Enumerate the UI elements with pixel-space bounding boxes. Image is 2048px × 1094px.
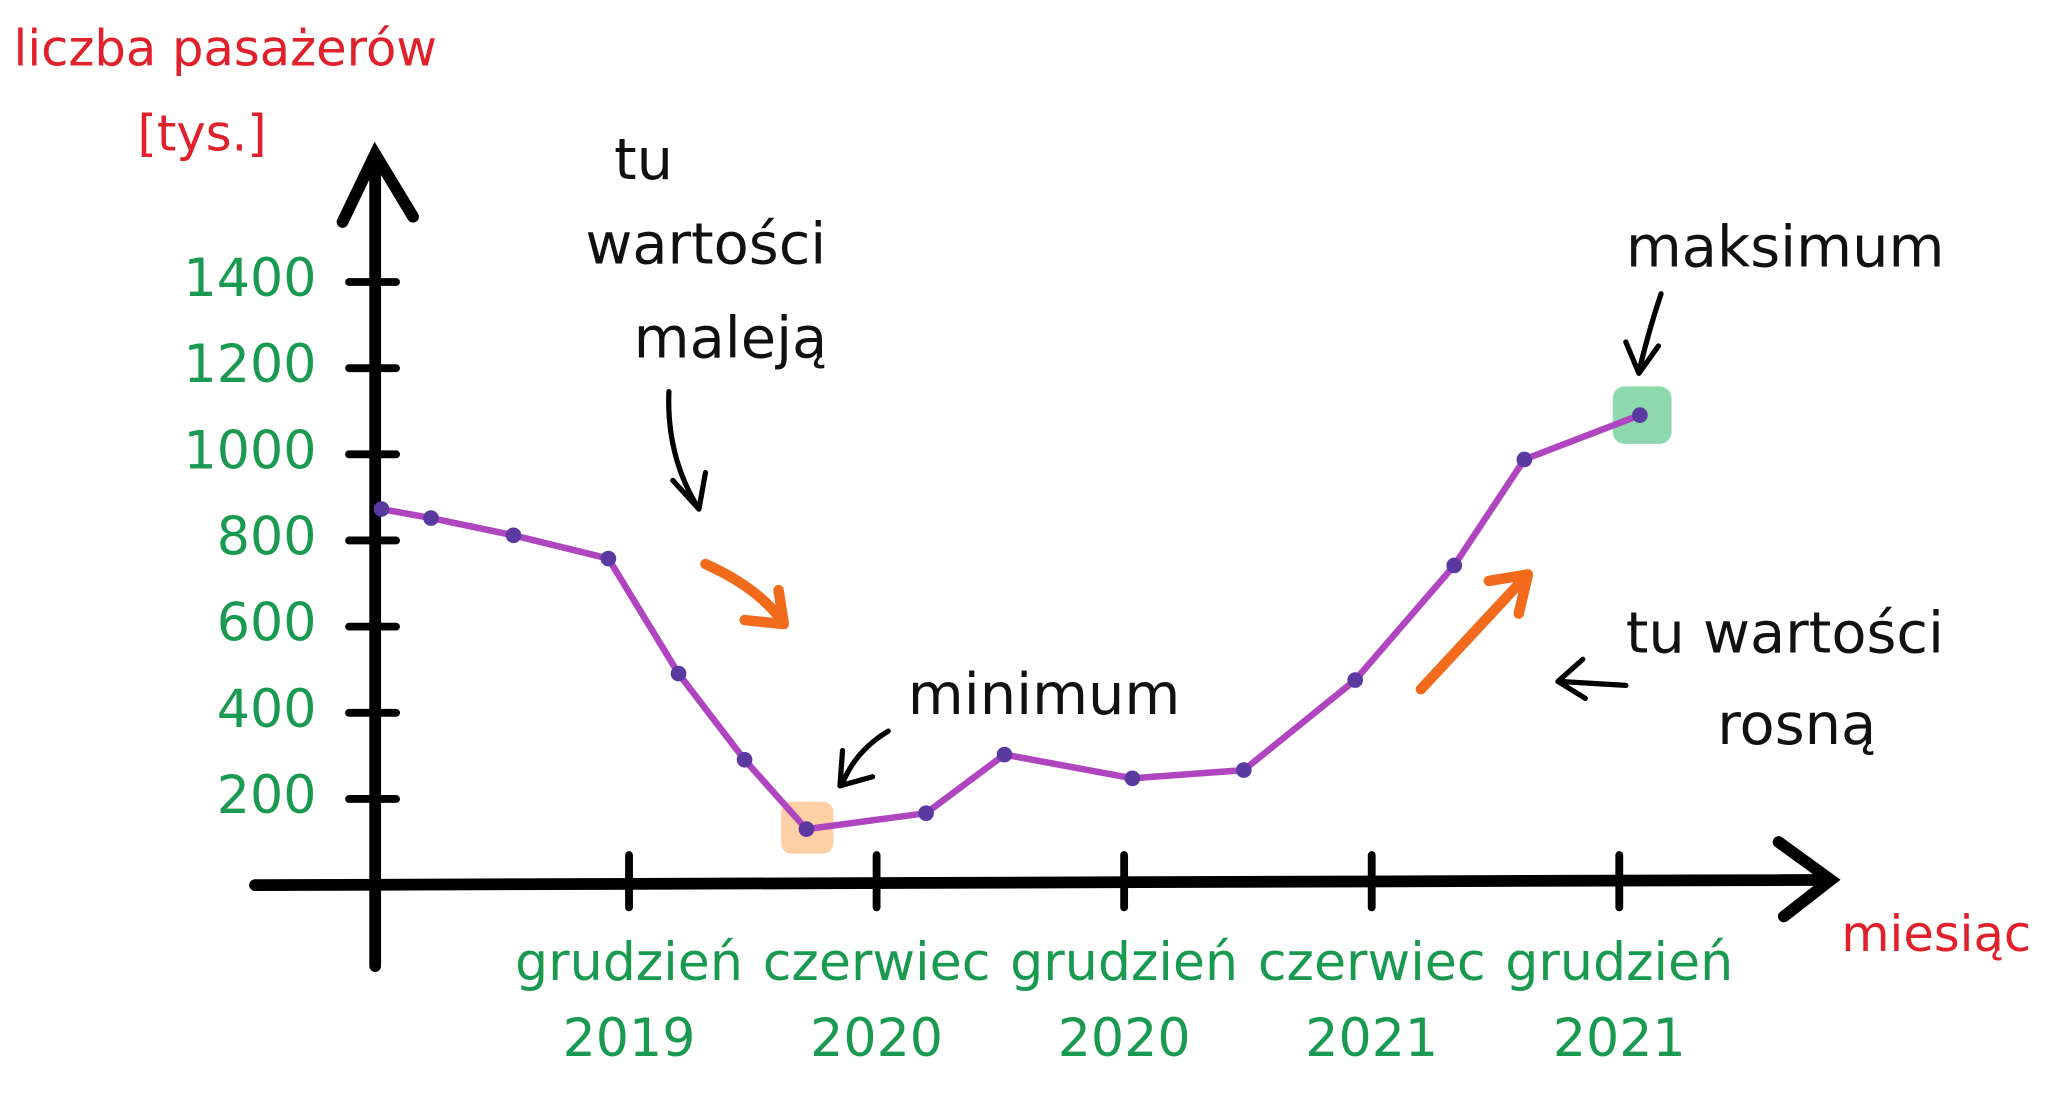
point: [373, 501, 390, 517]
x-tick-label: czerwiec 2020: [763, 933, 991, 1069]
y-tick-label: 1000: [184, 421, 317, 481]
annotation: tu wartości: [1626, 600, 1944, 667]
arrow: [1623, 291, 1664, 376]
point: [1632, 407, 1648, 423]
y-tick-label: 800: [217, 507, 317, 567]
arrow: [1555, 656, 1629, 702]
point: [600, 550, 617, 567]
point: [1516, 451, 1533, 468]
annotation: minimum: [908, 661, 1181, 728]
annotation: maleją: [634, 305, 828, 372]
point: [1446, 557, 1463, 574]
y-axis-unit: [tys.]: [138, 105, 267, 163]
annotation: maksimum: [1626, 213, 1945, 280]
point: [505, 527, 522, 544]
point: [918, 805, 934, 822]
point: [736, 751, 753, 768]
x-tick-label: grudzień 2020: [1010, 933, 1238, 1069]
y-tick-label: 600: [217, 594, 317, 654]
trend-arrow: [1415, 569, 1534, 695]
annotation: wartości: [585, 211, 826, 278]
y-tick-label: 200: [217, 766, 317, 826]
point: [1347, 672, 1364, 688]
point: [670, 665, 687, 682]
y-axis-title: liczba pasażerów: [14, 20, 437, 78]
trend-arrow: [700, 558, 790, 630]
annotation: tu: [614, 126, 673, 193]
y-tick-label: 1200: [184, 335, 317, 395]
y-axis: [336, 141, 419, 972]
x-tick-label: czerwiec 2021: [1258, 933, 1486, 1069]
point: [1235, 762, 1252, 778]
arrow: [666, 389, 709, 512]
point: [423, 510, 439, 526]
y-tick-label: 1400: [184, 249, 317, 309]
x-tick-label: grudzień 2021: [1505, 933, 1733, 1069]
point: [1124, 770, 1141, 787]
line: [380, 412, 1642, 833]
x-tick-label: grudzień 2019: [515, 933, 743, 1069]
point: [798, 821, 815, 837]
x-axis: [249, 836, 1841, 923]
x-axis-title: miesiąc: [1841, 905, 2031, 963]
arrow: [837, 728, 891, 789]
point: [996, 746, 1013, 763]
annotation: rosną: [1717, 691, 1876, 758]
y-tick-label: 400: [217, 680, 317, 740]
